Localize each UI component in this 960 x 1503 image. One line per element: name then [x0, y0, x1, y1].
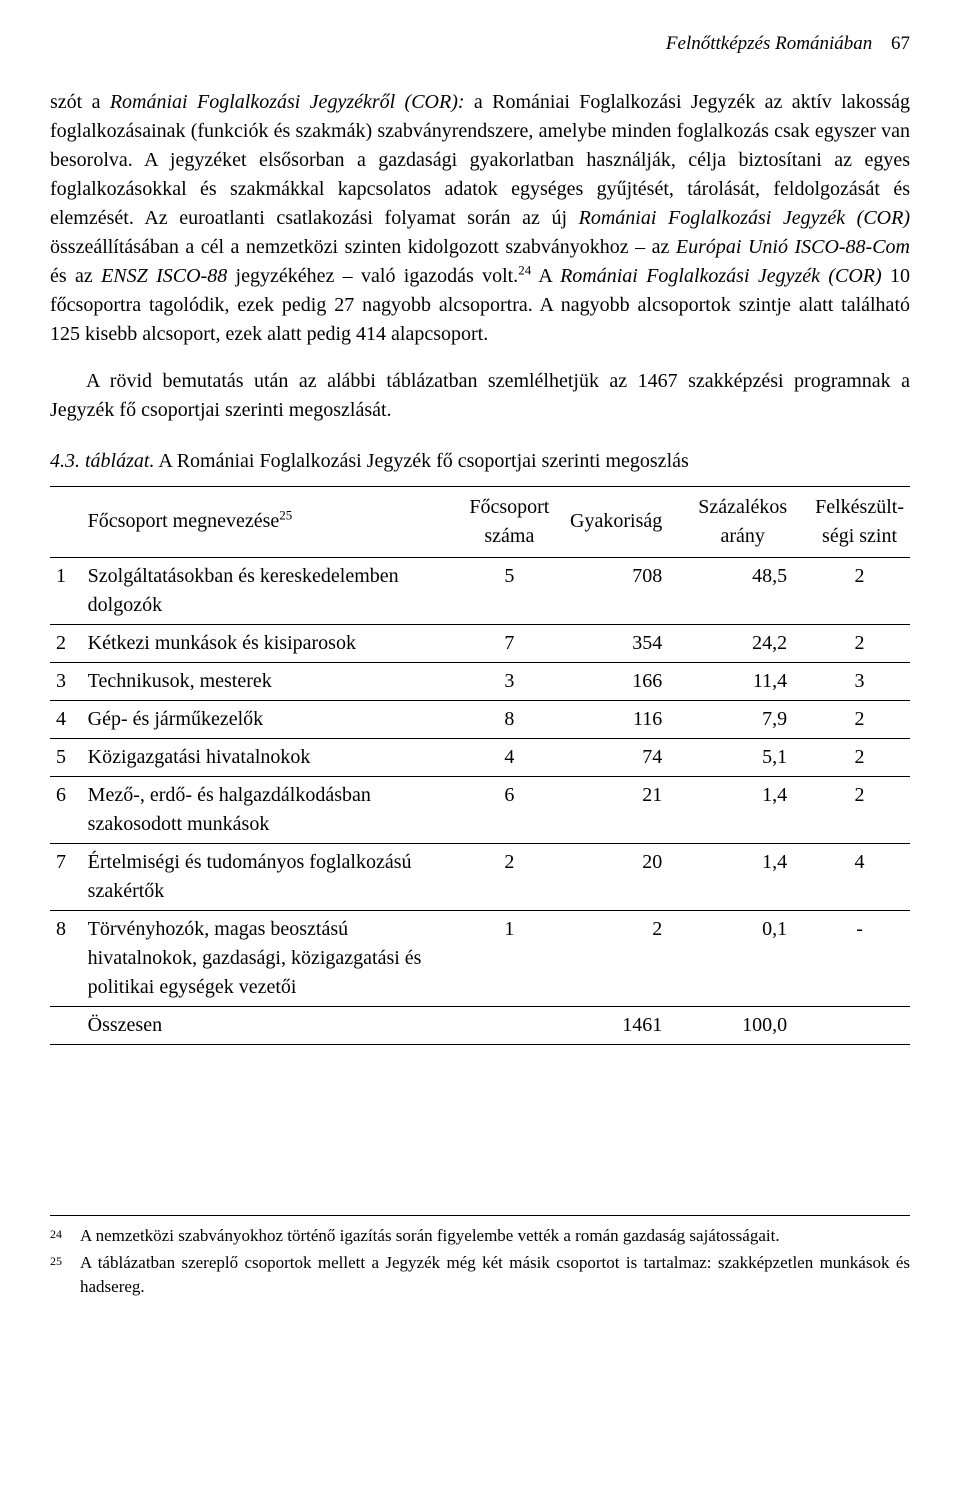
cell-number: 7 — [455, 624, 564, 662]
cell-percentage: 5,1 — [692, 738, 809, 776]
cell-index: 3 — [50, 662, 82, 700]
cell-level: 2 — [809, 624, 910, 662]
footnote-number: 25 — [50, 1251, 80, 1299]
cell-total-percentage: 100,0 — [692, 1006, 809, 1044]
cell-frequency: 20 — [564, 843, 692, 910]
table-row: 8Törvényhozók, magas beosztású hivatalno… — [50, 910, 910, 1006]
cell-index: 8 — [50, 910, 82, 1006]
cell-index: 6 — [50, 776, 82, 843]
cell-percentage: 24,2 — [692, 624, 809, 662]
cell-percentage: 48,5 — [692, 557, 809, 624]
cell-level: - — [809, 910, 910, 1006]
text-span: összeállításában a cél a nemzetközi szin… — [50, 236, 676, 258]
cell-index: 1 — [50, 557, 82, 624]
page-number: 67 — [891, 33, 910, 54]
cell-level: 3 — [809, 662, 910, 700]
distribution-table: Főcsoport megnevezése25 Főcsoportszáma G… — [50, 486, 910, 1045]
cell-name: Mező-, erdő- és halgazdálkodásban szakos… — [82, 776, 455, 843]
table-row: 1Szolgáltatásokban és kereskedelemben do… — [50, 557, 910, 624]
cell-number: 1 — [455, 910, 564, 1006]
cell-name: Kétkezi munkások és kisiparosok — [82, 624, 455, 662]
cell-percentage: 11,4 — [692, 662, 809, 700]
th-group-name: Főcsoport megnevezése25 — [82, 486, 455, 557]
cell-level: 2 — [809, 738, 910, 776]
table-row: 6Mező-, erdő- és halgazdálkodásban szako… — [50, 776, 910, 843]
cell-index: 2 — [50, 624, 82, 662]
table-row: 2Kétkezi munkások és kisiparosok735424,2… — [50, 624, 910, 662]
cell-name: Közigazgatási hivatalnokok — [82, 738, 455, 776]
cell-percentage: 7,9 — [692, 700, 809, 738]
text-span: jegyzékéhez – való igazodás volt. — [227, 265, 518, 287]
text-span: A rövid bemutatás után az alábbi tábláza… — [50, 370, 910, 421]
cell-percentage: 0,1 — [692, 910, 809, 1006]
caption-label: 4.3. táblázat. — [50, 450, 154, 472]
table-row: 4Gép- és járműkezelők81167,92 — [50, 700, 910, 738]
cell-number: 3 — [455, 662, 564, 700]
footnote-ref-25: 25 — [279, 507, 292, 522]
table-row-total: Összesen 1461100,0 — [50, 1006, 910, 1044]
running-head-title: Felnőttképzés Romániában — [666, 33, 872, 54]
text-italic: Romániai Foglalkozási Jegyzékről (COR): — [110, 91, 465, 113]
cell-level: 4 — [809, 843, 910, 910]
running-head: Felnőttképzés Romániában 67 — [50, 30, 910, 58]
footnote-24: 24 A nemzetközi szabványokhoz történő ig… — [50, 1224, 910, 1248]
text-italic: Romániai Foglalkozási Jegyzék (COR) — [579, 207, 910, 229]
cell-frequency: 166 — [564, 662, 692, 700]
footnote-number: 24 — [50, 1224, 80, 1248]
cell-index: 7 — [50, 843, 82, 910]
table-caption: 4.3. táblázat. A Romániai Foglalkozási J… — [50, 447, 910, 476]
cell-frequency: 21 — [564, 776, 692, 843]
cell-name: Értelmiségi és tudományos foglalkozású s… — [82, 843, 455, 910]
th-group-number: Főcsoportszáma — [455, 486, 564, 557]
cell-number: 4 — [455, 738, 564, 776]
cell-index: 4 — [50, 700, 82, 738]
cell-name: Törvényhozók, magas beosztású hivatalnok… — [82, 910, 455, 1006]
footnote-ref-24: 24 — [518, 262, 531, 277]
text-italic: ENSZ ISCO-88 — [101, 265, 227, 287]
cell-total-label: Összesen — [82, 1006, 455, 1044]
text-span: és az — [50, 265, 101, 287]
table-row: 7Értelmiségi és tudományos foglalkozású … — [50, 843, 910, 910]
th-frequency: Gyakoriság — [564, 486, 692, 557]
footnote-text: A táblázatban szereplő csoportok mellett… — [80, 1251, 910, 1299]
text-span: szót a — [50, 91, 110, 113]
caption-title: A Romániai Foglalkozási Jegyzék fő csopo… — [154, 450, 688, 472]
cell-name: Szolgáltatásokban és kereskedelemben dol… — [82, 557, 455, 624]
table-row: 3Technikusok, mesterek316611,43 — [50, 662, 910, 700]
cell-level: 2 — [809, 776, 910, 843]
th-level: Felkészült-ségi szint — [809, 486, 910, 557]
cell-number: 6 — [455, 776, 564, 843]
cell-number: 2 — [455, 843, 564, 910]
cell-percentage: 1,4 — [692, 776, 809, 843]
cell-level: 2 — [809, 700, 910, 738]
cell-name: Technikusok, mesterek — [82, 662, 455, 700]
footnotes: 24 A nemzetközi szabványokhoz történő ig… — [50, 1215, 910, 1299]
cell-frequency: 708 — [564, 557, 692, 624]
text-italic: Romániai Foglalkozási Jegyzék (COR) — [560, 265, 882, 287]
cell-index: 5 — [50, 738, 82, 776]
body-paragraph-2: A rövid bemutatás után az alábbi tábláza… — [50, 367, 910, 425]
footnote-25: 25 A táblázatban szereplő csoportok mell… — [50, 1251, 910, 1299]
cell-name: Gép- és járműkezelők — [82, 700, 455, 738]
text-italic: Európai Unió ISCO-88-Com — [676, 236, 910, 258]
cell-frequency: 74 — [564, 738, 692, 776]
cell-level: 2 — [809, 557, 910, 624]
th-percentage: Százalékosarány — [692, 486, 809, 557]
text-span: A — [531, 265, 560, 287]
cell-percentage: 1,4 — [692, 843, 809, 910]
body-paragraph-1: szót a Romániai Foglalkozási Jegyzékről … — [50, 88, 910, 349]
cell-total-frequency: 1461 — [564, 1006, 692, 1044]
table-row: 5Közigazgatási hivatalnokok4745,12 — [50, 738, 910, 776]
cell-frequency: 116 — [564, 700, 692, 738]
footnote-text: A nemzetközi szabványokhoz történő igazí… — [80, 1224, 910, 1248]
cell-number: 8 — [455, 700, 564, 738]
table-header-row: Főcsoport megnevezése25 Főcsoportszáma G… — [50, 486, 910, 557]
cell-frequency: 354 — [564, 624, 692, 662]
cell-number: 5 — [455, 557, 564, 624]
cell-frequency: 2 — [564, 910, 692, 1006]
